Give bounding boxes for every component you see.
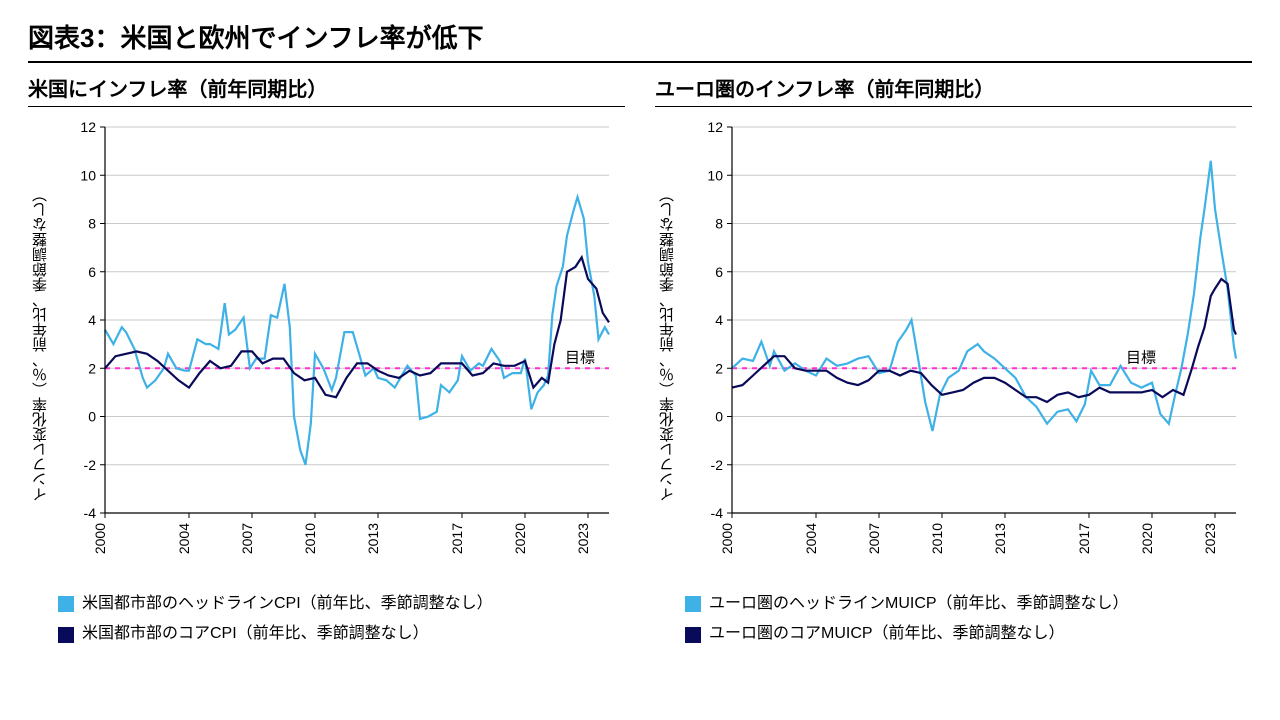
legend-item: 米国都市部のヘッドラインCPI（前年比、季節調整なし） [58, 589, 625, 619]
ytick-label: 12 [80, 119, 96, 135]
panel-eu: ユーロ圏のインフレ率（前年同期比）インフレ変化率（％、前年比、季節調整なし）-4… [655, 73, 1252, 650]
xtick-label: 2023 [575, 523, 591, 554]
xtick-label: 2013 [992, 523, 1008, 554]
xtick-label: 2004 [803, 523, 819, 554]
xtick-label: 2000 [719, 523, 735, 554]
chart-wrap: インフレ変化率（％、前年比、季節調整なし） -4 -2 0 2 4 6 8 10 12 2000 20… [655, 115, 1252, 575]
ytick-label: 2 [88, 360, 96, 376]
y-axis-label: インフレ変化率（％、前年比、季節調整なし） [655, 115, 680, 575]
xtick-label: 2000 [92, 523, 108, 554]
legend-swatch [685, 627, 701, 643]
xtick-label: 2017 [1076, 523, 1092, 554]
target-label: 目標 [565, 349, 595, 366]
panel-subtitle: 米国にインフレ率（前年同期比） [28, 73, 625, 107]
xtick-label: 2013 [365, 523, 381, 554]
legend: 米国都市部のヘッドラインCPI（前年比、季節調整なし）米国都市部のコアCPI（前… [58, 589, 625, 650]
legend-label: ユーロ圏のコアMUICP（前年比、季節調整なし） [709, 619, 1065, 649]
xtick-label: 2010 [302, 523, 318, 554]
chart-us: -4 -2 0 2 4 6 8 10 12 2000 2004 2007 2010 2013 2017 202… [53, 115, 625, 575]
legend-label: 米国都市部のコアCPI（前年比、季節調整なし） [82, 619, 429, 649]
legend-label: 米国都市部のヘッドラインCPI（前年比、季節調整なし） [82, 589, 493, 619]
ytick-label: 12 [707, 119, 723, 135]
xtick-label: 2007 [239, 523, 255, 554]
panel-subtitle: ユーロ圏のインフレ率（前年同期比） [655, 73, 1252, 107]
y-axis-label: インフレ変化率（％、前年比、季節調整なし） [28, 115, 53, 575]
series-core [105, 257, 609, 397]
ytick-label: 8 [715, 216, 723, 232]
xtick-label: 2020 [512, 523, 528, 554]
legend-swatch [58, 627, 74, 643]
ytick-label: 10 [707, 167, 723, 183]
xtick-label: 2007 [866, 523, 882, 554]
legend-item: 米国都市部のコアCPI（前年比、季節調整なし） [58, 619, 625, 649]
xtick-label: 2004 [176, 523, 192, 554]
legend-label: ユーロ圏のヘッドラインMUICP（前年比、季節調整なし） [709, 589, 1129, 619]
legend-swatch [58, 596, 74, 612]
ytick-label: 0 [88, 409, 96, 425]
ytick-label: 6 [715, 264, 723, 280]
ytick-label: 8 [88, 216, 96, 232]
ytick-label: 4 [88, 312, 96, 328]
series-headline [732, 161, 1236, 431]
ytick-label: 10 [80, 167, 96, 183]
ytick-label: -4 [84, 505, 97, 521]
xtick-label: 2020 [1139, 523, 1155, 554]
ytick-label: 0 [715, 409, 723, 425]
legend-item: ユーロ圏のコアMUICP（前年比、季節調整なし） [685, 619, 1252, 649]
ytick-label: 2 [715, 360, 723, 376]
ytick-label: 4 [715, 312, 723, 328]
main-title: 図表3：米国と欧州でインフレ率が低下 [28, 18, 1252, 63]
ytick-label: -2 [711, 457, 724, 473]
ytick-label: -4 [711, 505, 724, 521]
chart-wrap: インフレ変化率（％、前年比、季節調整なし） -4 -2 0 2 4 6 8 10 12 2000 20… [28, 115, 625, 575]
legend-swatch [685, 596, 701, 612]
panel-us: 米国にインフレ率（前年同期比） インフレ変化率（％、前年比、季節調整なし） -4 -2… [28, 73, 625, 650]
series-headline [105, 197, 609, 465]
legend-item: ユーロ圏のヘッドラインMUICP（前年比、季節調整なし） [685, 589, 1252, 619]
legend: ユーロ圏のヘッドラインMUICP（前年比、季節調整なし）ユーロ圏のコアMUICP… [685, 589, 1252, 650]
series-core [732, 279, 1236, 402]
xtick-label: 2017 [449, 523, 465, 554]
panels-container: 米国にインフレ率（前年同期比） インフレ変化率（％、前年比、季節調整なし） -4 -2… [28, 73, 1252, 650]
chart-eu: -4 -2 0 2 4 6 8 10 12 2000 2004 2007 2010 2013 2017 202… [680, 115, 1252, 575]
target-label: 目標 [1126, 349, 1156, 366]
ytick-label: -2 [84, 457, 97, 473]
xtick-label: 2010 [929, 523, 945, 554]
ytick-label: 6 [88, 264, 96, 280]
xtick-label: 2023 [1202, 523, 1218, 554]
